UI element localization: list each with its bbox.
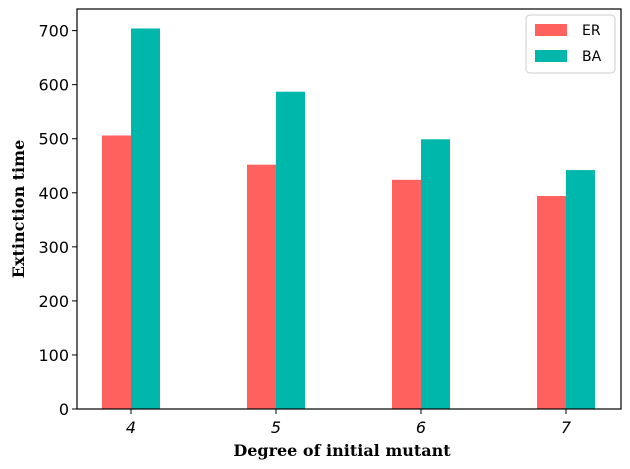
y-tick-label: 200 xyxy=(38,292,69,311)
y-tick-label: 0 xyxy=(59,400,69,419)
y-axis: 0 100 200 300 400 500 600 700 xyxy=(38,22,77,419)
x-tick-label: 4 xyxy=(126,418,136,437)
x-tick-label: 6 xyxy=(416,418,426,437)
y-tick-label: 300 xyxy=(38,238,69,257)
y-tick-label: 600 xyxy=(38,76,69,95)
legend-label-er: ER xyxy=(582,23,601,39)
plot-frame xyxy=(76,8,622,410)
legend-box xyxy=(525,14,616,74)
bar-ba-4 xyxy=(131,28,160,409)
legend-label-ba: BA xyxy=(582,49,602,65)
bar-er-6 xyxy=(392,179,421,409)
legend-swatch-er xyxy=(535,24,567,36)
legend: ER BA xyxy=(525,14,616,74)
bars-group xyxy=(102,28,595,410)
x-axis: 4 5 6 7 xyxy=(126,409,572,437)
bar-ba-5 xyxy=(276,91,305,410)
bar-er-5 xyxy=(247,164,276,409)
y-tick-label: 700 xyxy=(38,22,69,41)
bar-er-4 xyxy=(102,135,131,409)
x-axis-label: Degree of initial mutant xyxy=(233,441,451,460)
x-tick-label: 7 xyxy=(561,418,572,437)
bar-ba-7 xyxy=(566,170,595,409)
legend-swatch-ba xyxy=(535,50,567,62)
y-tick-label: 400 xyxy=(38,184,69,203)
y-axis-label: Extinction time xyxy=(9,140,28,279)
y-tick-label: 100 xyxy=(38,346,69,365)
bar-er-7 xyxy=(537,196,566,409)
x-tick-label: 5 xyxy=(271,418,281,437)
bar-ba-6 xyxy=(421,139,450,409)
y-tick-label: 500 xyxy=(38,130,69,149)
